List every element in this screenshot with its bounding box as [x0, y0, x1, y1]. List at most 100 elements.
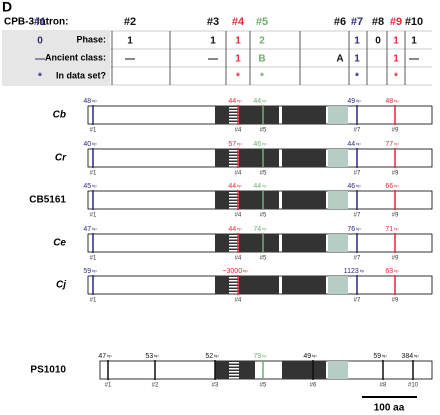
intron-size-value: 59	[83, 268, 91, 275]
domain-dark	[215, 191, 279, 209]
intron-size-value: 384	[401, 353, 413, 360]
intron-size: 46bp	[253, 141, 267, 148]
intron-size-unit: bp	[356, 226, 361, 231]
intron-size-unit: bp	[262, 226, 267, 231]
intron-size-unit: bp	[92, 226, 97, 231]
domain-stripe	[229, 244, 239, 246]
domain-stripe	[229, 235, 239, 237]
domain-stripe	[229, 374, 239, 376]
domain-stripe	[229, 204, 239, 206]
intron-header: #6	[334, 16, 346, 28]
intron-size-value: 48	[385, 98, 393, 105]
intron-size-unit: bp	[356, 98, 361, 103]
intron-size-unit: bp	[107, 353, 112, 358]
domain-green	[328, 276, 348, 294]
intron-size-unit: bp	[92, 183, 97, 188]
intron-size-unit: bp	[237, 226, 242, 231]
intron-size: 76bp	[347, 226, 361, 233]
intron-size-unit: bp	[262, 98, 267, 103]
intron-size: 66bp	[385, 183, 399, 190]
intron-size: 48bp	[385, 98, 399, 105]
intron-size-unit: bp	[262, 183, 267, 188]
intron-size: 74bp	[253, 226, 267, 233]
intron-size-value: 57	[228, 141, 236, 148]
intron-size-value: 44	[253, 183, 261, 190]
intron-size: 48bp	[83, 98, 97, 105]
intron-size-value: 40	[83, 141, 91, 148]
intron-header: #9	[390, 16, 402, 28]
intron-size: 384bp	[401, 353, 419, 360]
domain-stripe	[229, 195, 239, 197]
domain-stripe	[229, 368, 239, 370]
row-label: In data set?	[56, 70, 106, 80]
domain-stripe	[229, 122, 239, 124]
domain-stripe	[229, 241, 239, 243]
intron-size-unit: bp	[243, 268, 248, 273]
intron-size: 45bp	[83, 183, 97, 190]
intron-size-value: 77	[385, 141, 393, 148]
domain-dark	[215, 149, 279, 167]
intron-size-unit: bp	[262, 141, 267, 146]
domain-stripe	[229, 286, 239, 288]
table-cell: 1	[127, 36, 133, 47]
intron-size-value: 44	[253, 98, 261, 105]
intron-number: #4	[235, 213, 242, 219]
intron-number: #9	[392, 256, 399, 262]
intron-number: #9	[392, 171, 399, 177]
intron-size-unit: bp	[237, 141, 242, 146]
gene-name: Cj	[56, 280, 66, 291]
gene-name: PS1010	[30, 365, 66, 376]
intron-size-unit: bp	[312, 353, 317, 358]
table-cell: 1	[210, 36, 216, 47]
intron-number: #1	[90, 171, 97, 177]
domain-dark	[282, 234, 326, 252]
intron-size: 44bp	[347, 141, 361, 148]
table-cell: —	[35, 54, 45, 65]
intron-header: #5	[256, 16, 268, 28]
table-cell: 1	[235, 36, 241, 47]
intron-number: #7	[354, 298, 361, 304]
intron-number: #7	[354, 171, 361, 177]
intron-size-value: 44	[347, 141, 355, 148]
domain-dark	[215, 106, 279, 124]
domain-stripe	[229, 277, 239, 279]
domain-stripe	[229, 165, 239, 167]
intron-size-value: 52	[205, 353, 213, 360]
domain-stripe	[229, 110, 239, 112]
domain-stripe	[229, 207, 239, 209]
intron-size: 71bp	[385, 226, 399, 233]
intron-number: #5	[260, 256, 267, 262]
intron-size: 49bp	[347, 98, 361, 105]
intron-size-value: 46	[253, 141, 261, 148]
table-cell: —	[125, 54, 135, 65]
domain-stripe	[229, 116, 239, 118]
domain-green	[328, 191, 348, 209]
table-cell: 1	[393, 54, 399, 65]
table-cell: *	[260, 72, 264, 83]
intron-size: 44bp	[228, 98, 242, 105]
intron-size: 44bp	[228, 183, 242, 190]
table-cell: 0	[37, 36, 43, 47]
domain-stripe	[229, 107, 239, 109]
intron-number: #5	[260, 383, 267, 389]
intron-size-value: 49	[303, 353, 311, 360]
domain-stripe	[229, 153, 239, 155]
domain-green	[328, 149, 348, 167]
domain-stripe	[229, 371, 239, 373]
gene-name: Cr	[55, 153, 67, 164]
intron-size: 40bp	[83, 141, 97, 148]
intron-size-value: 49	[347, 98, 355, 105]
intron-size-unit: bp	[394, 183, 399, 188]
intron-number: #1	[90, 213, 97, 219]
intron-number: #5	[260, 128, 267, 134]
intron-number: #7	[354, 256, 361, 262]
intron-size-value: 76	[347, 226, 355, 233]
intron-size: 57bp	[228, 141, 242, 148]
intron-size: 46bp	[347, 183, 361, 190]
table-cell: 1	[354, 36, 360, 47]
domain-stripe	[229, 150, 239, 152]
intron-size: 59bp	[83, 268, 97, 275]
intron-size-unit: bp	[394, 98, 399, 103]
domain-stripe	[229, 192, 239, 194]
